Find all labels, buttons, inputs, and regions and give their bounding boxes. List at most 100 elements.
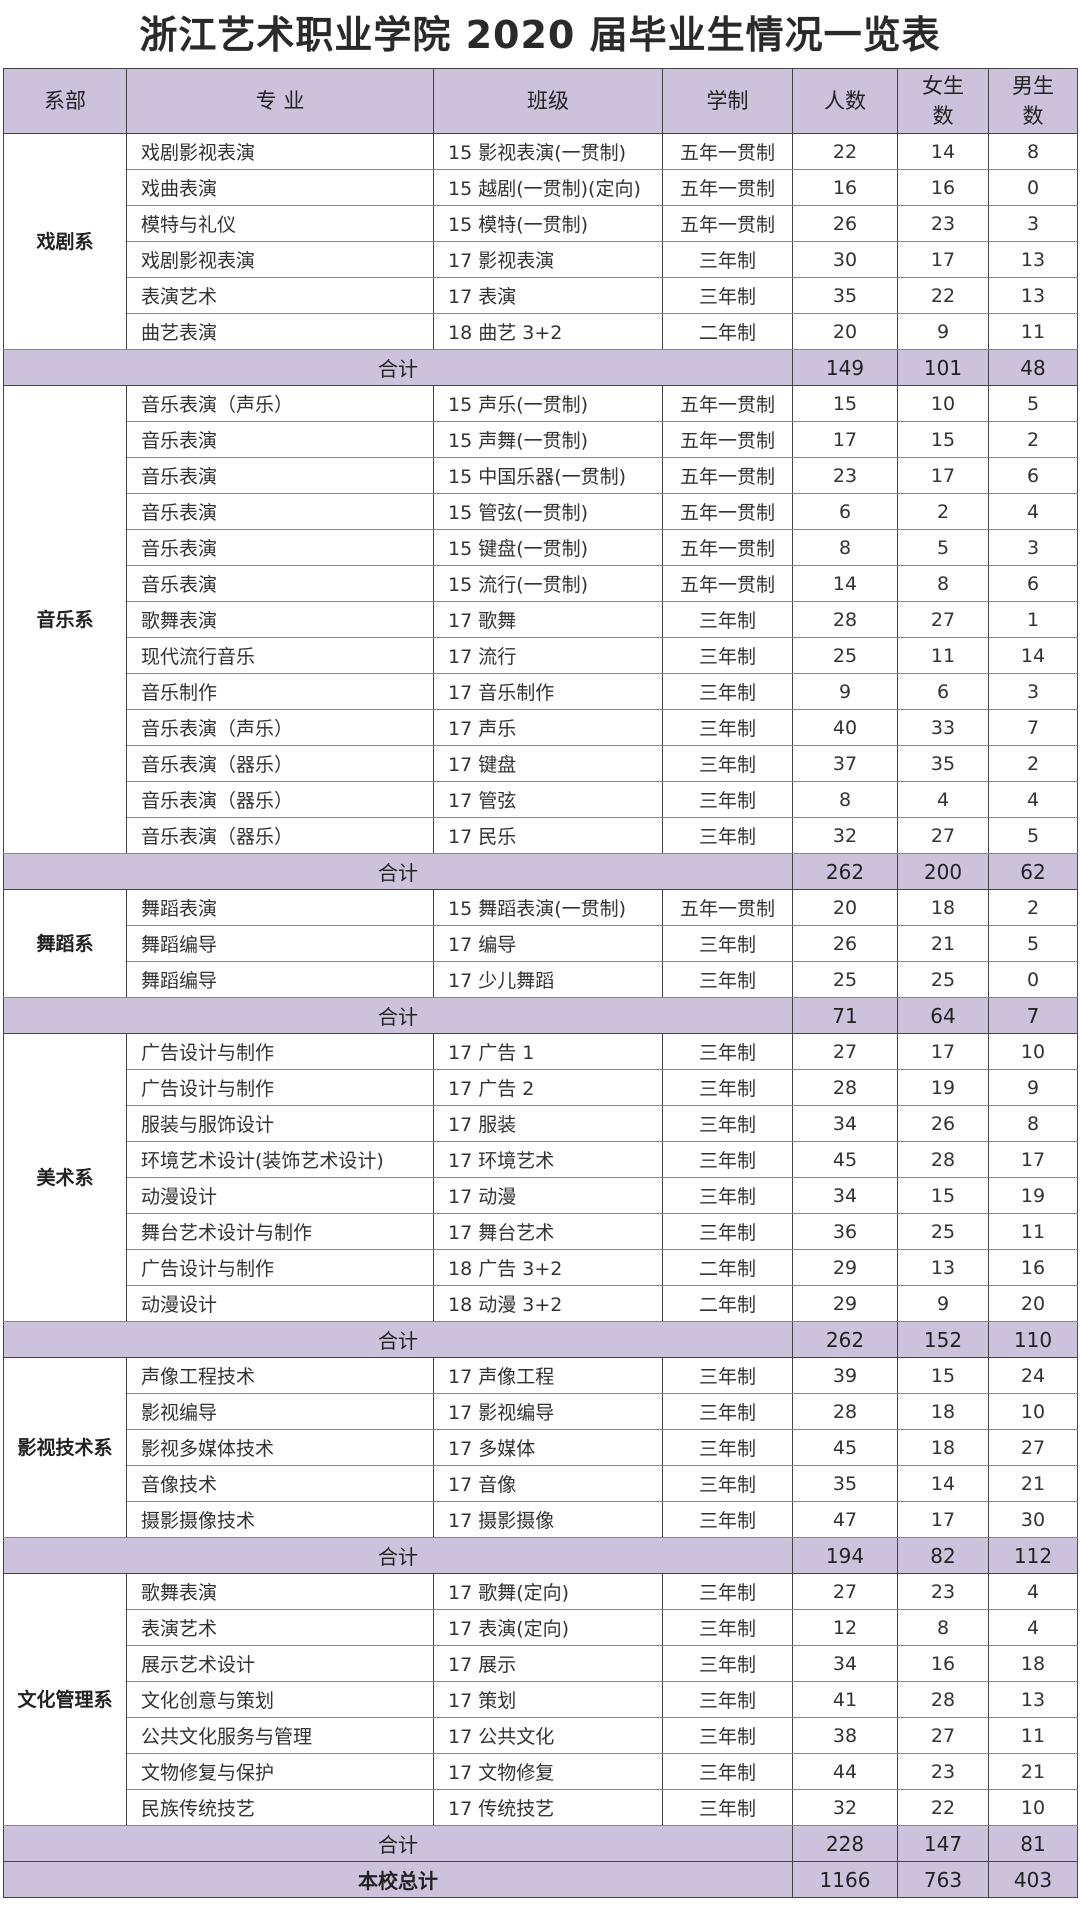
table-row: 音乐系 音乐表演（声乐） 15 声乐(一贯制) 五年一贯制 15 10 5 [3,385,1078,854]
male-cell: 7 [988,709,1078,746]
class-cell: 17 表演(定向) [433,1609,663,1646]
header-class: 班级 [433,68,663,134]
duration-cell: 三年制 [662,1789,793,1826]
grand-total-female: 763 [897,1861,989,1898]
grand-total-label: 本校总计 [3,1861,793,1898]
duration-cell: 三年制 [662,1501,793,1538]
major-cell: 模特与礼仪 [126,205,434,242]
female-cell: 28 [897,1681,989,1718]
total-cell: 28 [792,1393,898,1430]
grand-total-row: 本校总计 1166 763 403 [3,1861,1078,1898]
subtotal-female: 152 [897,1321,989,1358]
subtotal-male: 62 [988,853,1078,890]
female-cell: 23 [897,1753,989,1790]
total-cell: 34 [792,1645,898,1682]
duration-cell: 五年一贯制 [662,565,793,602]
class-cell: 15 流行(一贯制) [433,565,663,602]
female-cell: 18 [897,1393,989,1430]
female-cell: 21 [897,925,989,962]
total-cell: 36 [792,1213,898,1250]
male-cell: 20 [988,1285,1078,1322]
major-cell: 曲艺表演 [126,313,434,350]
duration-cell: 三年制 [662,1069,793,1106]
department-cell: 戏剧系 [3,133,127,350]
class-cell: 18 动漫 3+2 [433,1285,663,1322]
male-cell: 0 [988,169,1078,206]
male-cell: 2 [988,745,1078,782]
female-cell: 23 [897,205,989,242]
total-cell: 8 [792,781,898,818]
table-row: 广告设计与制作 17 广告 2 三年制 28 19 9 [4,1069,1078,1106]
duration-cell: 三年制 [662,709,793,746]
class-cell: 17 文物修复 [433,1753,663,1790]
male-cell: 21 [988,1753,1078,1790]
female-cell: 27 [897,1717,989,1754]
subtotal-female: 200 [897,853,989,890]
subtotal-total: 149 [792,349,898,386]
duration-cell: 三年制 [662,961,793,998]
major-cell: 动漫设计 [126,1285,434,1322]
major-cell: 动漫设计 [126,1177,434,1214]
female-cell: 17 [897,1501,989,1538]
class-cell: 17 民乐 [433,817,663,854]
class-cell: 17 键盘 [433,745,663,782]
total-cell: 20 [792,889,898,926]
duration-cell: 三年制 [662,637,793,674]
male-cell: 4 [988,781,1078,818]
class-cell: 15 管弦(一贯制) [433,493,663,530]
subtotal-row: 合计 262 152 110 [3,1321,1078,1358]
class-cell: 15 声舞(一贯制) [433,421,663,458]
major-cell: 音乐表演 [126,565,434,602]
department-cell: 影视技术系 [3,1357,127,1538]
female-cell: 23 [897,1573,989,1610]
duration-cell: 五年一贯制 [662,457,793,494]
total-cell: 26 [792,205,898,242]
male-cell: 21 [988,1465,1078,1502]
total-cell: 32 [792,817,898,854]
major-cell: 音像技术 [126,1465,434,1502]
major-cell: 影视编导 [126,1393,434,1430]
duration-cell: 三年制 [662,673,793,710]
male-cell: 10 [988,1789,1078,1826]
duration-cell: 三年制 [662,1177,793,1214]
subtotal-row: 合计 71 64 7 [3,997,1078,1034]
table-row: 音乐表演 15 声舞(一贯制) 五年一贯制 17 15 2 [4,421,1078,458]
class-cell: 15 舞蹈表演(一贯制) [433,889,663,926]
class-cell: 15 模特(一贯制) [433,205,663,242]
duration-cell: 三年制 [662,1645,793,1682]
class-cell: 17 多媒体 [433,1429,663,1466]
class-cell: 17 声像工程 [433,1357,663,1394]
total-cell: 26 [792,925,898,962]
major-cell: 表演艺术 [126,1609,434,1646]
class-cell: 17 广告 1 [433,1033,663,1070]
male-cell: 9 [988,1069,1078,1106]
duration-cell: 三年制 [662,745,793,782]
female-cell: 15 [897,421,989,458]
female-cell: 27 [897,817,989,854]
total-cell: 25 [792,961,898,998]
total-cell: 27 [792,1573,898,1610]
major-cell: 舞蹈编导 [126,961,434,998]
female-cell: 15 [897,1177,989,1214]
subtotal-row: 合计 228 147 81 [3,1825,1078,1862]
header-major: 专 业 [126,68,434,134]
male-cell: 8 [988,133,1078,170]
male-cell: 13 [988,241,1078,278]
duration-cell: 三年制 [662,1573,793,1610]
female-cell: 8 [897,1609,989,1646]
subtotal-male: 110 [988,1321,1078,1358]
major-cell: 广告设计与制作 [126,1069,434,1106]
total-cell: 34 [792,1105,898,1142]
total-cell: 35 [792,1465,898,1502]
duration-cell: 三年制 [662,1609,793,1646]
class-cell: 17 广告 2 [433,1069,663,1106]
duration-cell: 五年一贯制 [662,205,793,242]
class-cell: 15 影视表演(一贯制) [433,133,663,170]
duration-cell: 五年一贯制 [662,385,793,422]
duration-cell: 五年一贯制 [662,493,793,530]
subtotal-total: 228 [792,1825,898,1862]
subtotal-male: 48 [988,349,1078,386]
table-row: 音乐表演（器乐） 17 管弦 三年制 8 4 4 [4,781,1078,818]
male-cell: 14 [988,637,1078,674]
male-cell: 4 [988,1609,1078,1646]
